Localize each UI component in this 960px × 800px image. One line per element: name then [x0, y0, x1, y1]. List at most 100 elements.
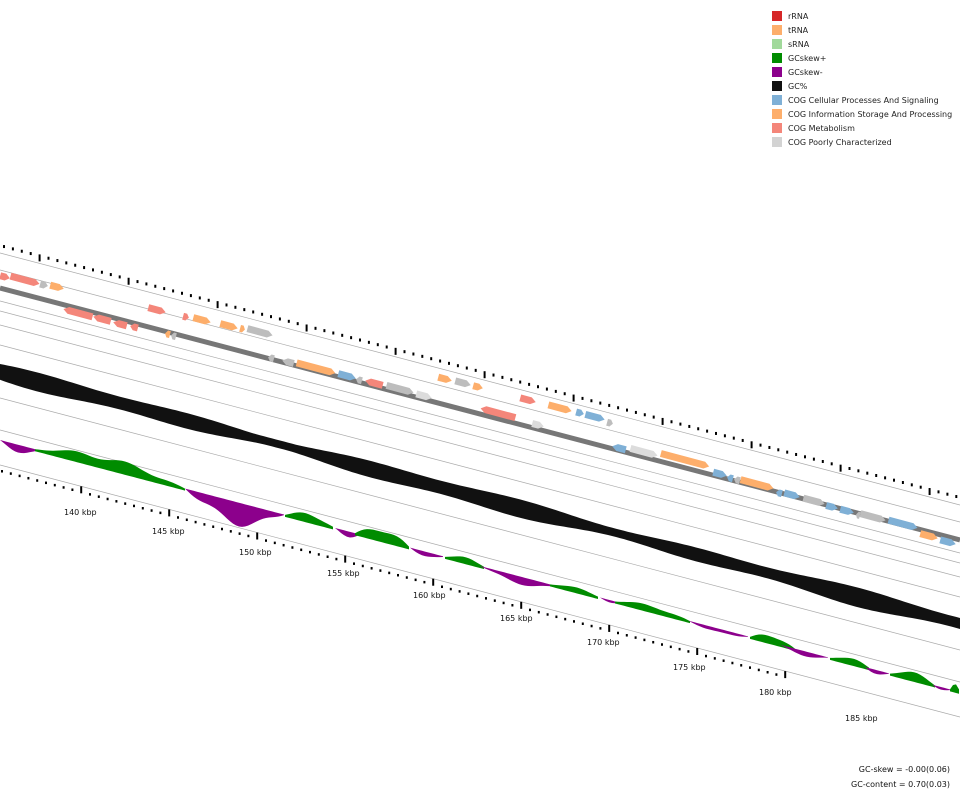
- gene-feature: [63, 307, 94, 321]
- gene-feature: [246, 325, 273, 338]
- cog-feature-track: [0, 272, 956, 547]
- track-guide-line: [0, 344, 960, 598]
- gene-feature: [437, 373, 452, 383]
- inner-scale-ticks: [1, 470, 787, 679]
- gene-feature: [239, 324, 245, 333]
- gene-feature: [887, 516, 918, 530]
- legend-item: rRNA: [772, 9, 952, 23]
- gene-feature: [219, 320, 238, 331]
- track-guide-line: [0, 464, 960, 718]
- gene-feature: [356, 376, 363, 385]
- gc-skew-track: [0, 440, 959, 694]
- gene-feature: [365, 378, 384, 389]
- gc-skew-positive: [355, 529, 409, 550]
- track-guide-line: [0, 269, 960, 523]
- gc-skew-positive: [550, 584, 598, 599]
- legend-item: COG Metabolism: [772, 121, 952, 135]
- legend-label: COG Metabolism: [788, 123, 855, 133]
- legend-label: rRNA: [788, 11, 809, 21]
- gc-skew-negative: [480, 566, 558, 587]
- legend-item: COG Information Storage And Processing: [772, 107, 952, 121]
- gc-skew-negative: [780, 644, 828, 658]
- tick-label: 145 kbp: [152, 527, 185, 536]
- legend-label: GC%: [788, 81, 808, 91]
- gc-skew-positive: [285, 512, 333, 530]
- gc-skew-negative: [600, 597, 618, 604]
- gene-feature: [727, 474, 734, 483]
- gc-skew-negative: [865, 667, 889, 675]
- gene-feature: [337, 370, 356, 381]
- gc-skew-positive: [750, 634, 795, 651]
- gene-feature: [606, 418, 613, 427]
- gene-feature: [472, 382, 483, 391]
- gene-feature: [130, 323, 139, 332]
- gene-feature: [839, 505, 854, 515]
- legend-swatch: [772, 81, 782, 91]
- gene-feature: [783, 489, 800, 500]
- gene-feature: [856, 511, 861, 519]
- legend-item: COG Cellular Processes And Signaling: [772, 93, 952, 107]
- legend-label: sRNA: [788, 39, 810, 49]
- legend-swatch: [772, 137, 782, 147]
- legend-swatch: [772, 123, 782, 133]
- gene-feature: [171, 332, 177, 341]
- gene-feature: [659, 450, 710, 469]
- gene-feature: [113, 320, 128, 330]
- tick-label: 140 kbp: [64, 508, 97, 517]
- gc-skew-positive: [35, 449, 185, 491]
- legend: rRNA tRNA sRNA GCskew+ GCskew- GC% COG Cellula…: [772, 9, 952, 149]
- gc-content-area: [0, 363, 960, 629]
- gc-skew-positive: [830, 657, 869, 671]
- gc-skew-negative: [688, 620, 748, 637]
- gene-feature: [49, 281, 64, 291]
- track-guide-line: [0, 397, 960, 651]
- gene-feature: [575, 408, 584, 417]
- tick-label: 170 kbp: [587, 638, 620, 647]
- gene-feature: [268, 354, 275, 363]
- gene-feature: [712, 468, 727, 478]
- legend-swatch: [772, 11, 782, 21]
- gene-feature: [165, 330, 171, 339]
- gene-feature: [9, 272, 40, 286]
- legend-item: COG Poorly Characterized: [772, 135, 952, 149]
- gene-feature: [282, 358, 295, 367]
- track-guide-line: [0, 429, 960, 683]
- legend-swatch: [772, 67, 782, 77]
- scale-tick-labels: 140 kbp 145 kbp 150 kbp 155 kbp 160 kbp 165 k…: [64, 508, 878, 723]
- track-guide-line: [0, 324, 960, 578]
- gc-skew-positive: [890, 671, 935, 688]
- gene-feature: [182, 312, 189, 321]
- legend-item: GCskew+: [772, 51, 952, 65]
- legend-label: tRNA: [788, 25, 809, 35]
- gene-feature: [93, 314, 112, 325]
- legend-swatch: [772, 39, 782, 49]
- gene-feature: [0, 272, 10, 281]
- outer-scale-ticks: [3, 245, 958, 499]
- gene-feature: [802, 494, 825, 506]
- tick-label: 180 kbp: [759, 688, 792, 697]
- legend-swatch: [772, 53, 782, 63]
- gene-feature: [939, 536, 956, 547]
- gc-skew-negative: [932, 684, 950, 691]
- gc-skew-negative: [410, 547, 443, 558]
- legend-label: COG Information Storage And Processing: [788, 109, 953, 119]
- legend-label: COG Cellular Processes And Signaling: [788, 95, 939, 105]
- gc-skew-negative: [0, 440, 39, 454]
- gene-feature: [919, 530, 938, 541]
- gene-feature: [584, 411, 605, 422]
- track-guide-lines: [0, 252, 960, 718]
- gene-feature: [147, 304, 166, 315]
- gene-feature: [295, 359, 336, 376]
- gc-skew-positive: [615, 601, 690, 624]
- track-guide-line: [0, 310, 960, 564]
- track-guide-line: [0, 300, 960, 554]
- tick-label: 150 kbp: [239, 548, 272, 557]
- gene-feature: [385, 381, 414, 395]
- gene-feature: [825, 502, 838, 511]
- gc-skew-negative: [185, 488, 284, 527]
- gc-skew-positive: [445, 556, 484, 570]
- gene-feature: [734, 476, 741, 485]
- gene-feature: [531, 420, 544, 429]
- gene-feature: [612, 444, 627, 454]
